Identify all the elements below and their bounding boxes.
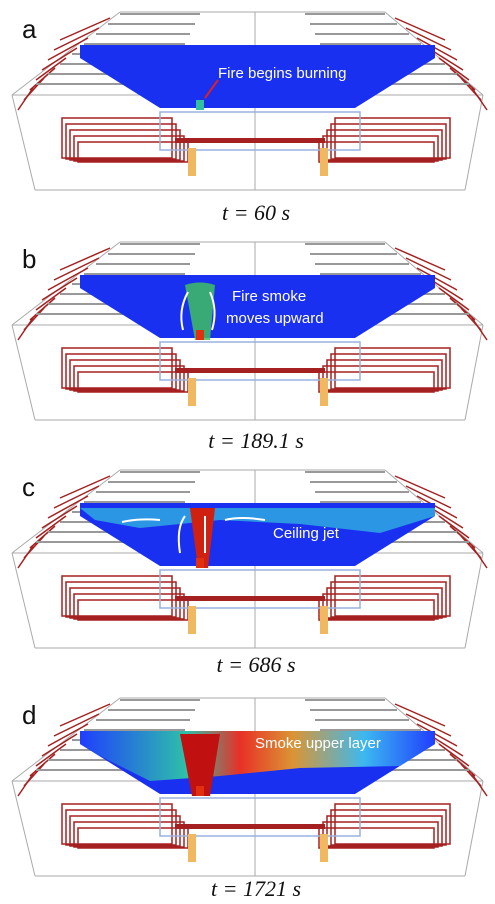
annotation: moves upward (226, 310, 324, 327)
red-row (395, 248, 445, 270)
red-row (18, 88, 33, 110)
red-row (42, 278, 77, 300)
red-row (36, 744, 66, 766)
stand (70, 360, 180, 390)
stand (327, 360, 442, 390)
red-row (60, 704, 110, 726)
red-row (18, 546, 33, 568)
panel: c Ceiling jet t = 686 s (12, 470, 487, 677)
panel: b Fire smoke moves upward t = 189.1 s (12, 242, 487, 453)
annotation: Fire begins burning (218, 65, 346, 82)
panel-label: b (22, 244, 36, 274)
panel-label: c (22, 472, 35, 502)
annotation: Fire smoke (232, 288, 306, 305)
red-row (472, 774, 487, 796)
time-caption: t = 60 s (222, 200, 290, 225)
floor-bar (175, 596, 325, 601)
stand (70, 588, 180, 618)
stand (70, 816, 180, 846)
red-row (60, 476, 110, 498)
ceiling-plane (80, 275, 435, 338)
red-row (42, 48, 77, 70)
red-row (18, 774, 33, 796)
red-row (439, 58, 469, 80)
panel-label: a (22, 14, 37, 44)
red-row (472, 318, 487, 340)
fire (196, 330, 204, 340)
support (320, 834, 328, 862)
red-row (42, 734, 77, 756)
red-row (439, 516, 469, 538)
floor-bar (175, 368, 325, 373)
frame-line (12, 325, 35, 420)
support (188, 606, 196, 634)
frame-line (12, 553, 35, 648)
floor-frame (160, 570, 360, 608)
red-row (36, 516, 66, 538)
stand (70, 130, 180, 160)
red-row (472, 88, 487, 110)
time-caption: t = 189.1 s (208, 428, 304, 453)
red-row (36, 288, 66, 310)
support (320, 378, 328, 406)
fire (196, 100, 204, 110)
floor-frame (160, 342, 360, 380)
panel: a Fire begins burning t = 60 s (12, 12, 487, 225)
panel: d Smoke upper layer t = 1721 s (12, 698, 487, 901)
red-row (60, 18, 110, 40)
red-row (60, 248, 110, 270)
stand (327, 130, 442, 160)
floor-bar (175, 138, 325, 143)
frame-line (465, 553, 483, 648)
red-row (439, 744, 469, 766)
fire (196, 786, 204, 796)
time-caption: t = 1721 s (211, 876, 301, 901)
red-row (36, 58, 66, 80)
red-row (395, 18, 445, 40)
support (320, 606, 328, 634)
frame-line (465, 781, 483, 876)
red-row (472, 546, 487, 568)
red-row (18, 318, 33, 340)
stand (327, 816, 442, 846)
frame-line (465, 325, 483, 420)
red-row (395, 704, 445, 726)
support (188, 378, 196, 406)
red-row (42, 506, 77, 528)
time-caption: t = 686 s (216, 652, 295, 677)
frame-line (12, 95, 35, 190)
annotation: Ceiling jet (273, 525, 340, 542)
floor-frame (160, 112, 360, 150)
red-row (395, 476, 445, 498)
frame-line (12, 781, 35, 876)
fire (196, 558, 204, 568)
frame-line (465, 95, 483, 190)
support (320, 148, 328, 176)
floor-frame (160, 798, 360, 836)
floor-bar (175, 824, 325, 829)
annotation: Smoke upper layer (255, 735, 381, 752)
support (188, 148, 196, 176)
red-row (439, 288, 469, 310)
figure: a Fire begins burning t = 60 s b Fire smoke m… (0, 0, 495, 904)
panel-label: d (22, 700, 36, 730)
stand (327, 588, 442, 618)
support (188, 834, 196, 862)
